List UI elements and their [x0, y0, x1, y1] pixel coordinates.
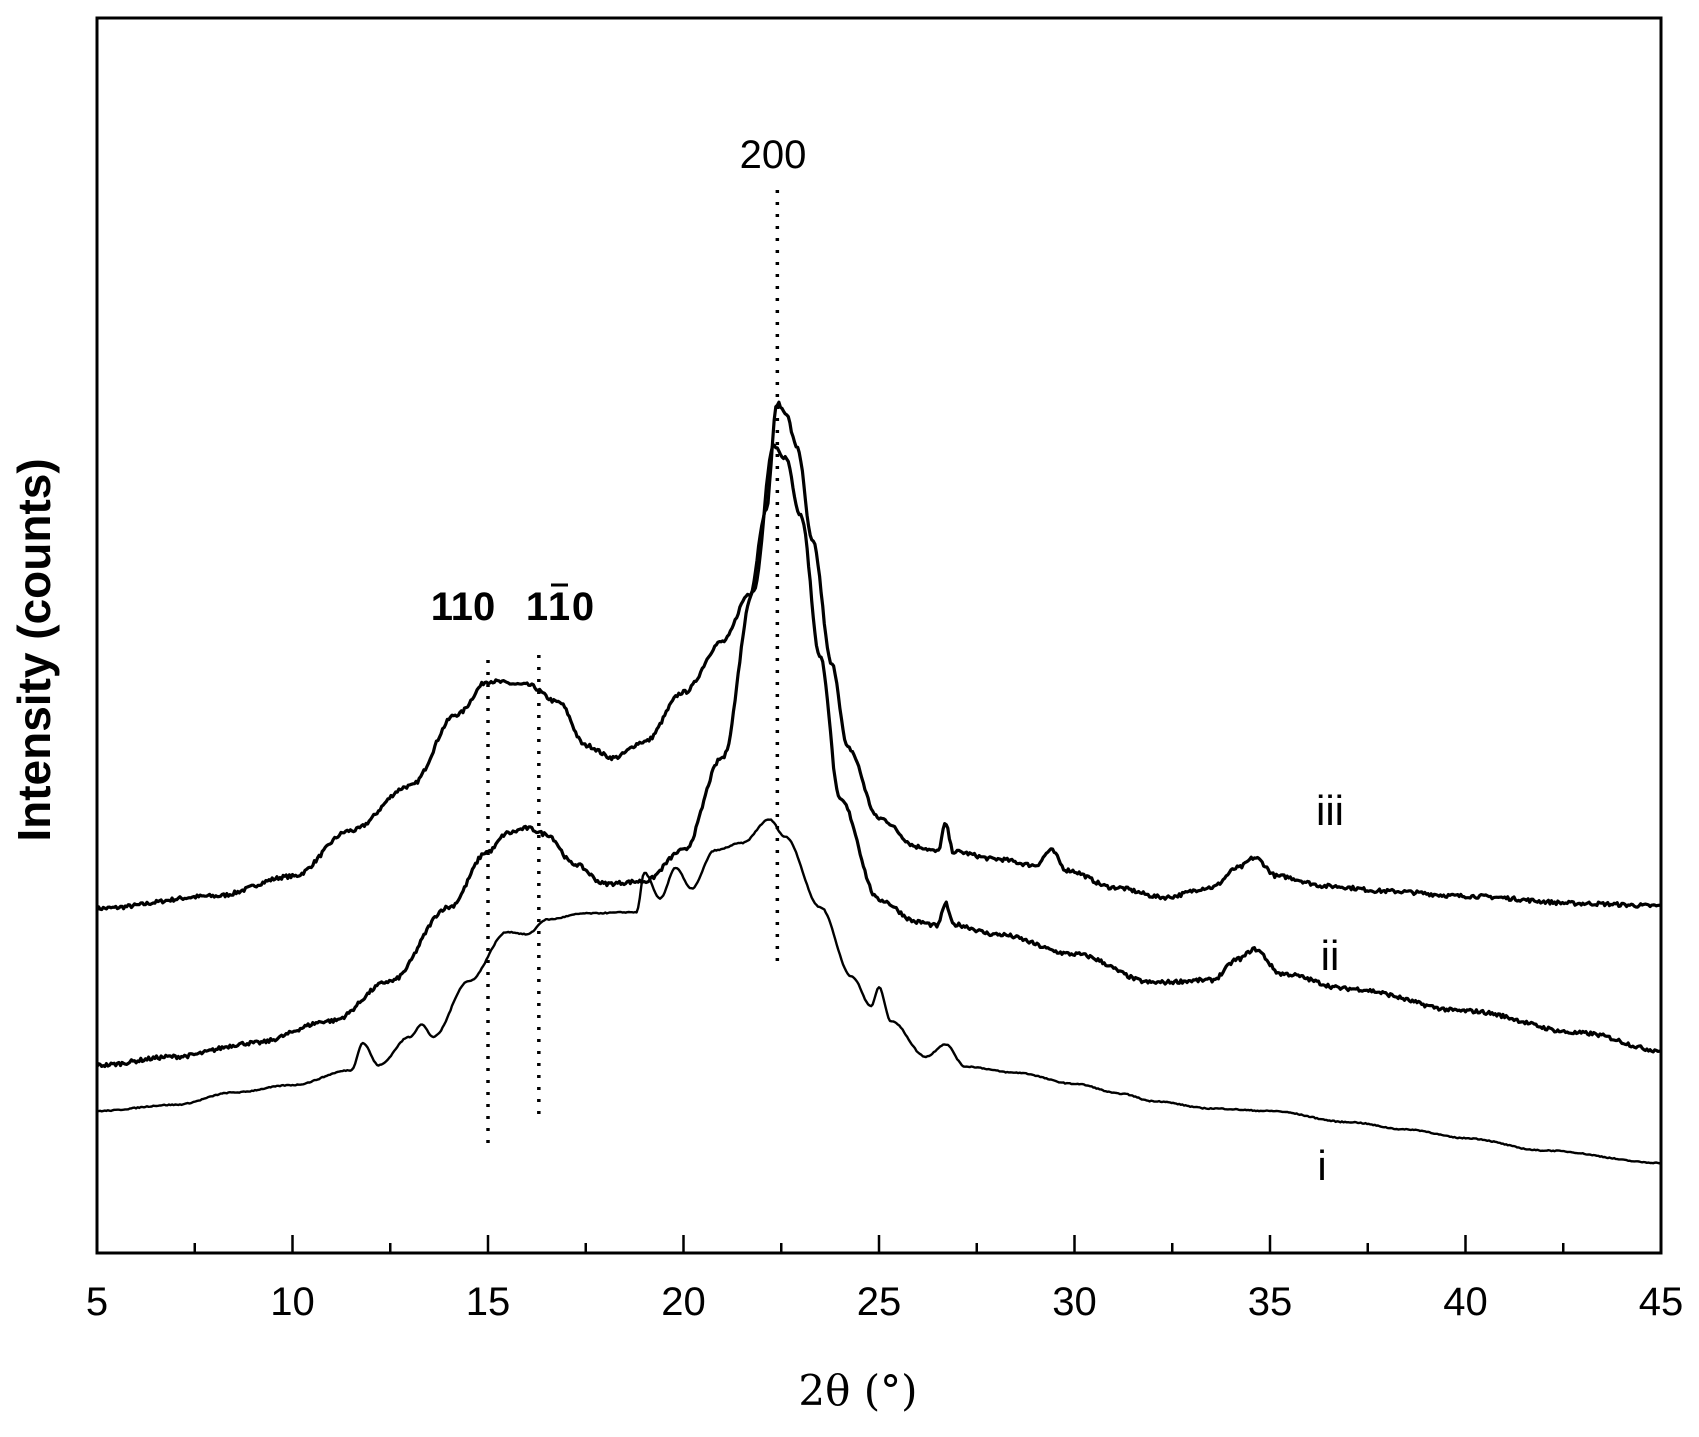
peak-label-110: 110 [431, 585, 496, 629]
series-label-i: i [1317, 1142, 1326, 1189]
x-tick-label: 45 [1639, 1280, 1684, 1324]
series-line-ii [95, 443, 1662, 1069]
plot-frame [95, 16, 1663, 1255]
series-label-ii: ii [1321, 932, 1340, 979]
y-axis-title: Intensity (counts) [8, 458, 60, 841]
x-tick-label: 30 [1052, 1280, 1097, 1324]
reference-lines [486, 190, 780, 1145]
peak-label-1-10-digit-1-bar: 1 [548, 585, 570, 629]
x-axis-ticks: 5 10 15 20 25 30 35 40 45 [86, 1235, 1683, 1324]
series-layer [95, 400, 1662, 1165]
x-tick-label: 40 [1443, 1280, 1488, 1324]
x-tick-label: 20 [661, 1280, 706, 1324]
peak-label-1-10-digit-1: 1 [526, 585, 548, 629]
peak-label-1-10-digit-0: 0 [572, 585, 594, 629]
x-tick-label: 15 [466, 1280, 511, 1324]
x-tick-label: 35 [1248, 1280, 1293, 1324]
x-tick-label: 5 [86, 1280, 108, 1324]
series-label-iii: iii [1316, 787, 1344, 834]
peak-label-1-10: 1 1 0 [526, 583, 594, 629]
x-axis-title: 2θ (°) [798, 1366, 917, 1415]
peak-label-200: 200 [740, 133, 807, 177]
x-tick-label: 25 [857, 1280, 902, 1324]
series-line-i [96, 818, 1662, 1165]
series-line-iii [95, 400, 1662, 912]
x-tick-label: 10 [270, 1280, 315, 1324]
plot-border [95, 16, 1663, 1255]
